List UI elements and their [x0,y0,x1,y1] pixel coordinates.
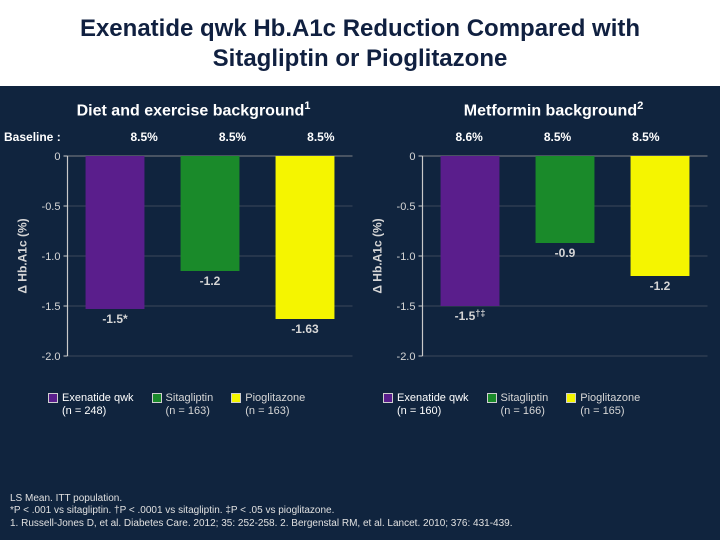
svg-text:-1.5: -1.5 [42,301,61,313]
baseline-right: 8.6% 8.5% 8.5% [395,130,720,144]
legend-right: Exenatide qwk(n = 160) Sitagliptin(n = 16… [375,392,710,417]
baseline-val: 8.6% [455,130,482,144]
svg-text:-1.2: -1.2 [200,274,221,288]
legend-item: Exenatide qwk(n = 248) [48,392,134,417]
svg-text:-1.5†‡: -1.5†‡ [455,308,486,323]
subtitle-right-text: Metformin background [464,102,637,119]
bar [631,156,690,276]
subtitle-left-text: Diet and exercise background [77,102,305,119]
legend-swatch [487,393,497,403]
svg-text:-0.5: -0.5 [397,201,416,213]
legend-swatch [566,393,576,403]
footnote-line: LS Mean. ITT population. [10,493,710,506]
svg-text:-2.0: -2.0 [42,351,61,363]
chart-right: 0 -0.5 -1.0 -1.5 -2.0 Δ Hb.A1c (%) -1.5†‡ -0.9 -… [365,146,720,386]
bar [181,156,240,271]
subtitle-right: Metformin background2 [454,96,654,124]
svg-text:Δ Hb.A1c (%): Δ Hb.A1c (%) [371,219,385,294]
svg-text:-2.0: -2.0 [397,351,416,363]
subtitle-left-sup: 1 [304,100,310,112]
legend-swatch [48,393,58,403]
baseline-val: 8.5% [219,130,246,144]
footnote-line: *P < .001 vs sitagliptin. †P < .0001 vs … [10,505,710,518]
charts-row: 0 -0.5 -1.0 -1.5 -2.0 Δ Hb.A1c (%) -1.5* -1.2 -1… [0,146,720,386]
legend-swatch [152,393,162,403]
legend-item: Pioglitazone(n = 165) [566,392,640,417]
svg-text:-0.5: -0.5 [42,201,61,213]
legend-text: Sitagliptin(n = 163) [166,392,214,417]
baseline-val: 8.5% [307,130,334,144]
legend-text: Pioglitazone(n = 165) [580,392,640,417]
chart-left: 0 -0.5 -1.0 -1.5 -2.0 Δ Hb.A1c (%) -1.5* -1.2 -1… [10,146,365,386]
footnote-line: 1. Russell-Jones D, et al. Diabetes Care… [10,518,710,531]
legend-item: Pioglitazone(n = 163) [231,392,305,417]
bar [86,156,145,309]
subtitle-right-sup: 2 [637,100,643,112]
svg-text:0: 0 [409,151,415,163]
subtitle-left: Diet and exercise background1 [67,96,321,124]
svg-text:Δ Hb.A1c (%): Δ Hb.A1c (%) [16,219,30,294]
legend-item: Sitagliptin(n = 166) [487,392,549,417]
baseline-val: 8.5% [130,130,157,144]
legend-text: Exenatide qwk(n = 160) [397,392,469,417]
chart-right-svg: 0 -0.5 -1.0 -1.5 -2.0 Δ Hb.A1c (%) -1.5†‡ -0.9 -… [365,146,720,386]
baseline-left: 8.5% 8.5% 8.5% [70,130,395,144]
legend-item: Sitagliptin(n = 163) [152,392,214,417]
svg-text:-1.5*: -1.5* [102,312,128,326]
legend-swatch [383,393,393,403]
svg-text:-1.0: -1.0 [42,251,61,263]
slide-title: Exenatide qwk Hb.A1c Reduction Compared … [0,0,720,86]
svg-text:-0.9: -0.9 [555,246,576,260]
baseline-val: 8.5% [544,130,571,144]
bar [441,156,500,306]
legend-text: Pioglitazone(n = 163) [245,392,305,417]
svg-text:-1.63: -1.63 [291,322,319,336]
svg-text:-1.5: -1.5 [397,301,416,313]
bar [536,156,595,243]
baseline-label: Baseline : [0,130,70,144]
subtitle-row: Diet and exercise background1 Metformin … [0,96,720,124]
svg-text:0: 0 [54,151,60,163]
legend-text: Sitagliptin(n = 166) [501,392,549,417]
legend-text: Exenatide qwk(n = 248) [62,392,134,417]
baseline-val: 8.5% [632,130,659,144]
bar [276,156,335,319]
chart-left-svg: 0 -0.5 -1.0 -1.5 -2.0 Δ Hb.A1c (%) -1.5* -1.2 -1… [10,146,365,386]
footnotes: LS Mean. ITT population. *P < .001 vs si… [10,493,710,531]
legend-swatch [231,393,241,403]
svg-text:-1.0: -1.0 [397,251,416,263]
legends-row: Exenatide qwk(n = 248) Sitagliptin(n = 16… [0,392,720,417]
legend-left: Exenatide qwk(n = 248) Sitagliptin(n = 16… [40,392,375,417]
svg-text:-1.2: -1.2 [650,279,671,293]
legend-item: Exenatide qwk(n = 160) [383,392,469,417]
baseline-row: Baseline : 8.5% 8.5% 8.5% 8.6% 8.5% 8.5% [0,130,720,144]
